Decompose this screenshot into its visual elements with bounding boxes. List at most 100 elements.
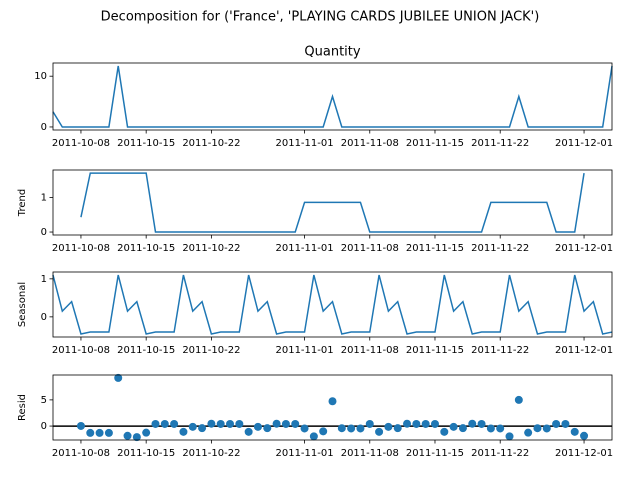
resid-point (123, 431, 132, 440)
resid-point (514, 395, 523, 404)
x-tick-label: 2011-11-22 (471, 448, 529, 459)
x-tick-label: 2011-12-01 (555, 448, 613, 459)
series-line (52, 274, 613, 335)
x-tick-label: 2011-11-01 (275, 138, 333, 149)
figure-title: Decomposition for ('France', 'PLAYING CA… (101, 10, 540, 25)
resid-point (505, 432, 514, 441)
x-tick-label: 2011-10-15 (117, 345, 175, 356)
resid-point (319, 427, 328, 436)
axes-frame (52, 271, 613, 338)
resid-point (300, 424, 309, 433)
y-tick-label: 1 (41, 193, 47, 204)
series-line (52, 65, 613, 128)
x-tick-label: 2011-10-08 (52, 345, 110, 356)
resid-point (403, 419, 412, 428)
resid-point (86, 428, 95, 437)
resid-point (160, 419, 169, 428)
x-tick-label: 2011-10-15 (117, 138, 175, 149)
resid-point (496, 424, 505, 433)
resid-point (561, 419, 570, 428)
resid-point (179, 427, 188, 436)
resid-point (486, 424, 495, 433)
resid-point (356, 424, 365, 433)
resid-point (272, 419, 281, 428)
x-tick-label: 2011-11-08 (341, 138, 399, 149)
x-tick-label: 2011-10-15 (117, 448, 175, 459)
resid-point (468, 419, 477, 428)
y-tick-label: 1 (41, 274, 47, 285)
x-tick-label: 2011-11-22 (471, 345, 529, 356)
resid-point (216, 419, 225, 428)
x-tick-label: 2011-10-22 (182, 243, 240, 254)
y-tick-label: 0 (41, 227, 47, 238)
series-line (80, 172, 585, 233)
x-tick-label: 2011-11-15 (406, 243, 464, 254)
resid-point (449, 422, 458, 431)
x-tick-label: 2011-11-08 (341, 345, 399, 356)
resid-point (570, 427, 579, 436)
resid-point (533, 424, 542, 433)
x-tick-label: 2011-11-15 (406, 138, 464, 149)
x-tick-label: 2011-11-15 (406, 448, 464, 459)
y-tick-label: 0 (41, 122, 47, 133)
x-tick-label: 2011-10-22 (182, 345, 240, 356)
resid-point (170, 419, 179, 428)
y-axis-label: Seasonal (17, 282, 28, 327)
y-axis-label: Trend (17, 189, 28, 217)
x-tick-label: 2011-12-01 (555, 243, 613, 254)
x-tick-label: 2011-11-22 (471, 138, 529, 149)
y-tick-label: 10 (34, 71, 47, 82)
resid-point (281, 419, 290, 428)
x-tick-label: 2011-12-01 (555, 138, 613, 149)
resid-point (76, 421, 85, 430)
x-tick-label: 2011-11-01 (275, 243, 333, 254)
resid-point (198, 424, 207, 433)
x-tick-label: 2011-11-15 (406, 345, 464, 356)
axes-frame (52, 169, 613, 236)
resid-point (104, 428, 113, 437)
x-tick-label: 2011-11-08 (341, 243, 399, 254)
resid-point (337, 424, 346, 433)
x-tick-label: 2011-10-15 (117, 243, 175, 254)
y-tick-label: 5 (41, 395, 47, 406)
resid-point (440, 427, 449, 436)
y-tick-label: 0 (41, 421, 47, 432)
x-tick-label: 2011-10-08 (52, 243, 110, 254)
resid-point (142, 428, 151, 437)
resid-point (309, 432, 318, 441)
resid-point (365, 419, 374, 428)
resid-point (384, 422, 393, 431)
resid-point (207, 419, 216, 428)
axes-frame (52, 62, 613, 131)
x-tick-label: 2011-11-01 (275, 345, 333, 356)
x-tick-label: 2011-11-08 (341, 448, 399, 459)
resid-point (421, 419, 430, 428)
y-tick-label: 0 (41, 312, 47, 323)
x-tick-label: 2011-11-01 (275, 448, 333, 459)
resid-point (542, 424, 551, 433)
y-axis-label: Resid (17, 394, 28, 421)
resid-point (244, 427, 253, 436)
resid-point (263, 424, 272, 433)
x-tick-label: 2011-12-01 (555, 345, 613, 356)
panel-title: Quantity (304, 45, 360, 60)
resid-point (393, 424, 402, 433)
resid-point (188, 422, 197, 431)
resid-point (412, 419, 421, 428)
resid-point (253, 422, 262, 431)
axes-frame (52, 374, 613, 441)
resid-point (226, 419, 235, 428)
resid-point (458, 424, 467, 433)
resid-point (580, 431, 589, 440)
x-tick-label: 2011-11-22 (471, 243, 529, 254)
x-tick-label: 2011-10-08 (52, 448, 110, 459)
resid-point (328, 397, 337, 406)
resid-point (430, 419, 439, 428)
resid-point (235, 419, 244, 428)
x-tick-label: 2011-10-22 (182, 138, 240, 149)
resid-point (347, 424, 356, 433)
x-tick-label: 2011-10-22 (182, 448, 240, 459)
resid-point (291, 419, 300, 428)
